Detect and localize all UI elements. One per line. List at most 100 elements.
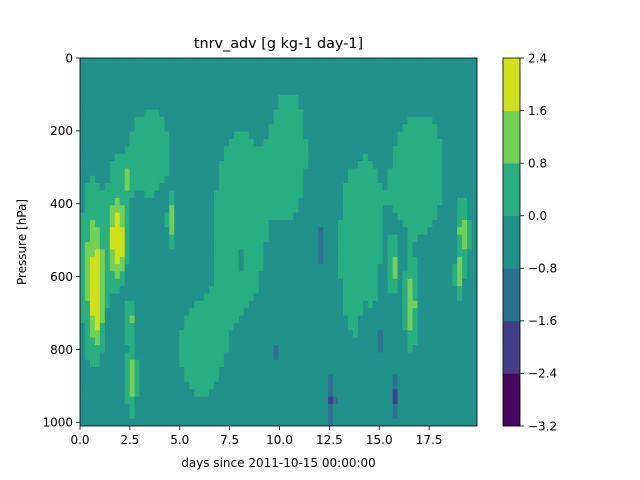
contour-cell	[139, 168, 145, 177]
contour-cell	[357, 153, 364, 162]
contour-cell	[194, 234, 200, 243]
contour-cell	[129, 138, 135, 147]
contour-cell	[174, 219, 180, 228]
contour-cell	[149, 72, 155, 81]
contour-cell	[223, 219, 230, 228]
contour-cell	[144, 102, 150, 110]
contour-cell	[308, 80, 314, 88]
contour-cell	[194, 374, 200, 383]
contour-cell	[204, 161, 210, 169]
contour-cell	[467, 389, 473, 397]
contour-cell	[457, 389, 463, 397]
contour-cell	[303, 256, 309, 265]
contour-cell	[377, 367, 384, 375]
colorbar-frame	[502, 57, 521, 427]
contour-cell	[407, 116, 413, 125]
contour-cell	[367, 131, 374, 140]
contour-cell	[248, 403, 255, 412]
contour-cell	[144, 330, 150, 339]
contour-cell	[119, 168, 126, 177]
contour-cell	[417, 138, 423, 147]
contour-cell	[273, 138, 279, 147]
contour-cell	[323, 234, 329, 243]
contour-cell	[387, 161, 394, 169]
contour-cell	[407, 352, 413, 361]
contour-cell	[228, 322, 235, 331]
contour-cell	[447, 153, 453, 162]
contour-cell	[194, 359, 200, 368]
contour-cell	[402, 300, 408, 309]
contour-cell	[407, 300, 413, 309]
contour-cell	[387, 418, 394, 426]
contour-cell	[273, 219, 279, 228]
colorbar-segment	[503, 373, 520, 427]
contour-cell	[238, 411, 245, 420]
contour-cell	[159, 94, 165, 103]
contour-cell	[189, 124, 195, 132]
contour-cell	[174, 138, 180, 147]
contour-cell	[357, 109, 364, 118]
contour-cell	[323, 278, 329, 287]
contour-cell	[99, 227, 106, 236]
contour-cell	[233, 205, 240, 213]
contour-cell	[392, 411, 398, 420]
contour-cell	[223, 197, 230, 206]
contour-cell	[402, 65, 408, 74]
contour-cell	[457, 190, 463, 199]
contour-cell	[367, 109, 374, 118]
contour-cell	[94, 256, 101, 265]
contour-cell	[432, 94, 438, 103]
contour-cell	[308, 308, 314, 316]
contour-cell	[189, 322, 195, 331]
contour-cell	[94, 403, 101, 412]
contour-cell	[352, 124, 359, 132]
contour-cell	[323, 72, 329, 81]
contour-cell	[109, 138, 116, 147]
contour-cell	[94, 411, 101, 420]
contour-cell	[124, 65, 131, 74]
contour-cell	[104, 418, 111, 426]
contour-cell	[298, 300, 304, 309]
contour-cell	[144, 278, 150, 287]
contour-cell	[179, 183, 185, 191]
contour-cell	[94, 322, 101, 331]
contour-cell	[318, 293, 324, 302]
contour-cell	[149, 175, 155, 184]
contour-cell	[357, 359, 364, 368]
contour-cell	[407, 65, 413, 74]
contour-cell	[392, 102, 398, 110]
contour-cell	[357, 124, 364, 132]
contour-cell	[397, 256, 403, 265]
contour-cell	[392, 175, 398, 184]
contour-cell	[442, 153, 448, 162]
contour-cell	[452, 205, 458, 213]
contour-cell	[452, 300, 458, 309]
contour-cell	[84, 116, 91, 125]
contour-cell	[104, 94, 111, 103]
contour-cell	[164, 183, 170, 191]
contour-cell	[238, 168, 245, 177]
contour-cell	[119, 249, 126, 258]
contour-cell	[318, 249, 324, 258]
contour-cell	[387, 65, 394, 74]
contour-cell	[412, 219, 418, 228]
contour-cell	[452, 308, 458, 316]
contour-cell	[293, 345, 299, 353]
contour-cell	[387, 153, 394, 162]
contour-cell	[184, 418, 190, 426]
contour-cell	[94, 359, 101, 368]
contour-cell	[407, 87, 413, 96]
contour-cell	[412, 403, 418, 412]
contour-cell	[124, 359, 131, 368]
contour-cell	[114, 205, 121, 213]
contour-cell	[104, 183, 111, 191]
contour-cell	[268, 138, 274, 147]
contour-cell	[442, 58, 448, 66]
contour-cell	[447, 87, 453, 96]
contour-cell	[89, 205, 96, 213]
contour-cell	[457, 278, 463, 287]
contour-cell	[362, 87, 369, 96]
contour-cell	[114, 72, 121, 81]
contour-cell	[462, 80, 468, 88]
contour-cell	[367, 219, 374, 228]
